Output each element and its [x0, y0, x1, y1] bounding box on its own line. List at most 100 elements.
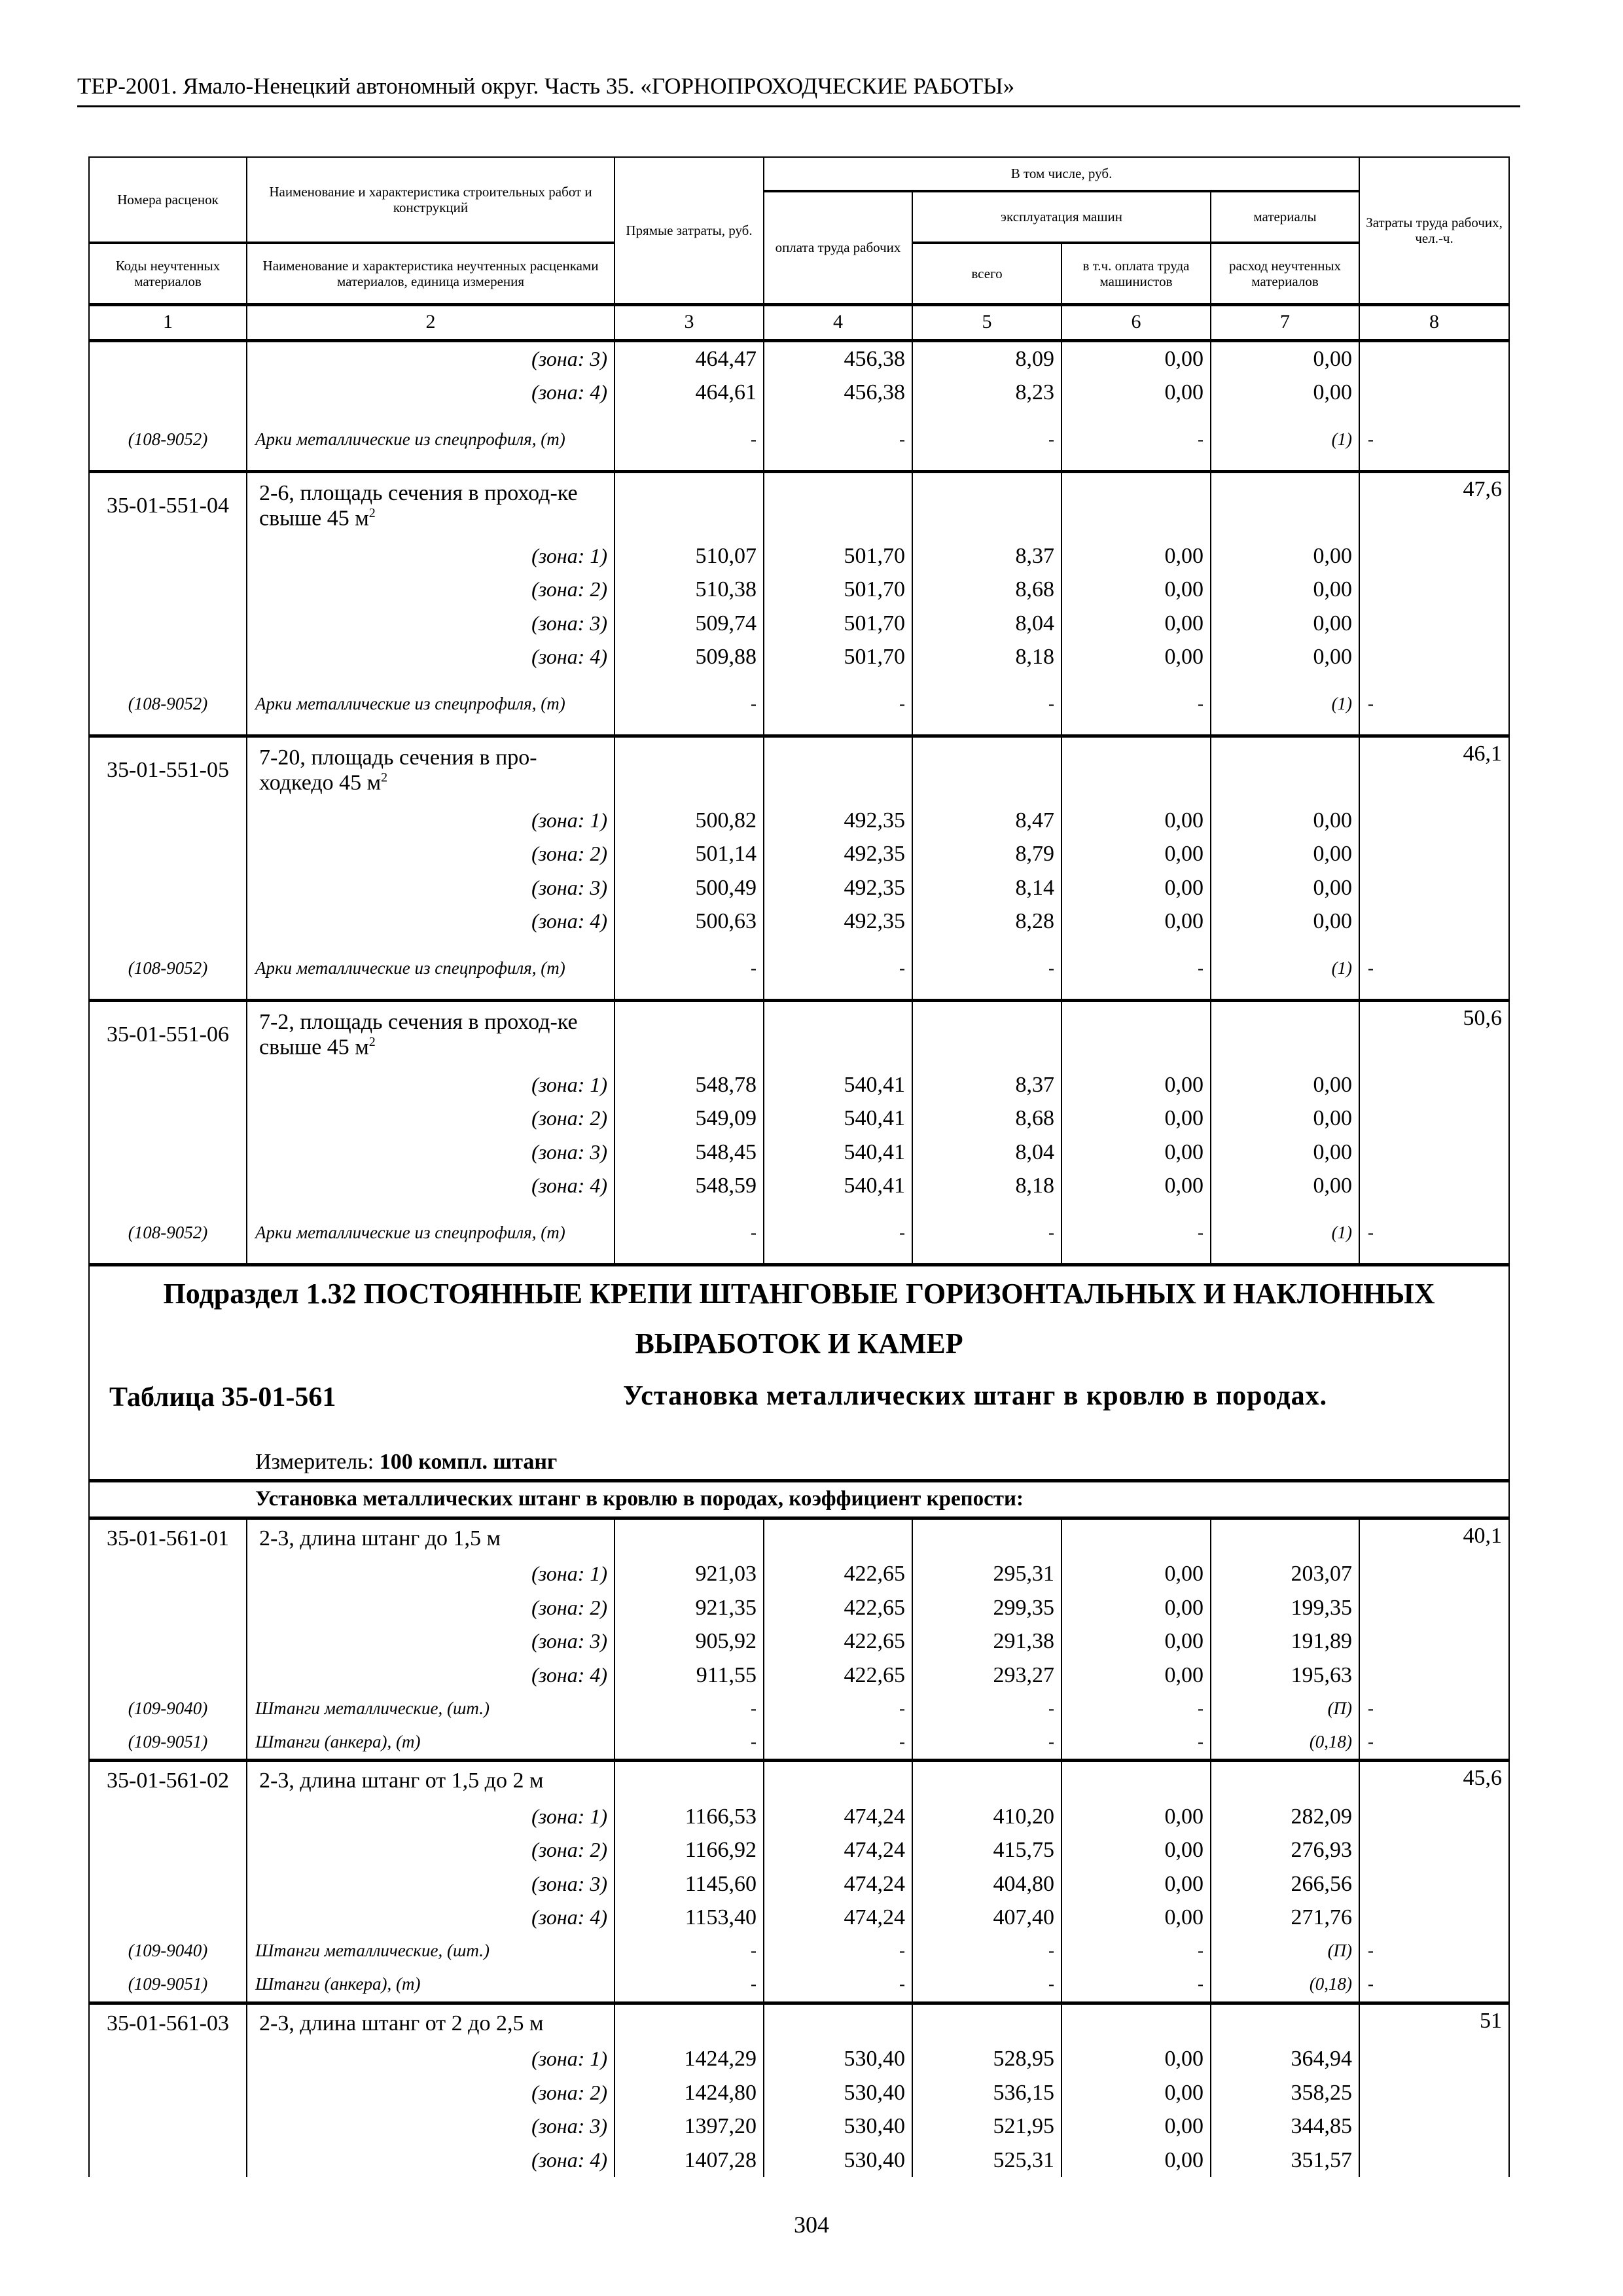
- value-cell: 0,00: [1061, 606, 1211, 640]
- value-cell: 540,41: [763, 1135, 913, 1169]
- value-cell: 0,00: [1209, 606, 1361, 640]
- empty-cell: [763, 734, 913, 804]
- material-name: Штанги (анкера), (т): [246, 1725, 615, 1761]
- empty-cell: [1061, 998, 1211, 1068]
- value-cell: 1424,29: [614, 2042, 764, 2076]
- material-value: -: [912, 938, 1062, 1000]
- value-cell: 1153,40: [614, 1901, 764, 1935]
- zone-row: (зона: 1) 548,78 540,41 8,37 0,00 0,00: [88, 1067, 1510, 1102]
- material-code: (109-9051): [88, 1725, 247, 1761]
- header-col3: Прямые затраты, руб.: [614, 156, 764, 306]
- value-cell: 8,23: [912, 376, 1062, 410]
- empty-cell: [88, 803, 247, 837]
- empty-cell: [912, 734, 1062, 804]
- empty-cell: [1209, 1759, 1361, 1800]
- empty-cell: [1359, 1135, 1510, 1169]
- zone-label: (зона: 4): [246, 1169, 615, 1203]
- header-materials: материалы: [1209, 190, 1361, 244]
- value-cell: 492,35: [763, 870, 913, 905]
- empty-cell: [88, 640, 247, 674]
- value-cell: 410,20: [912, 1799, 1062, 1833]
- material-value: (1): [1209, 938, 1361, 1000]
- value-cell: 501,14: [614, 837, 764, 871]
- value-cell: 0,00: [1209, 539, 1361, 573]
- value-cell: 0,00: [1061, 573, 1211, 607]
- material-value: -: [1061, 1692, 1211, 1725]
- value-cell: 0,00: [1061, 539, 1211, 573]
- empty-cell: [763, 2001, 913, 2042]
- value-cell: 1397,20: [614, 2109, 764, 2144]
- value-cell: 509,74: [614, 606, 764, 640]
- material-name: Штанги металлические, (шт.): [246, 1934, 615, 1968]
- material-value: -: [1061, 1934, 1211, 1968]
- empty-cell: [88, 1799, 247, 1833]
- running-header: ТЕР-2001. Ямало-Ненецкий автономный окру…: [77, 73, 1015, 99]
- value-cell: 1424,80: [614, 2075, 764, 2109]
- empty-cell: [88, 1135, 247, 1169]
- empty-cell: [1359, 2042, 1510, 2076]
- empty-cell: [1359, 606, 1510, 640]
- empty-cell: [88, 2109, 247, 2144]
- page-number: 304: [794, 2212, 829, 2238]
- value-cell: 299,35: [912, 1590, 1062, 1624]
- empty-cell: [1061, 2001, 1211, 2042]
- zone-row: (зона: 2) 1424,80 530,40 536,15 0,00 358,25: [88, 2075, 1510, 2109]
- header-col7: расход неучтенных материалов: [1209, 242, 1361, 306]
- value-cell: 530,40: [763, 2143, 913, 2177]
- material-row: (109-9051) Штанги (анкера), (т) - - - - (0,18)…: [88, 1967, 1510, 2003]
- material-value: (1): [1209, 409, 1361, 471]
- value-cell: 8,68: [912, 1102, 1062, 1136]
- subheading-text: Установка металлических штанг в кровлю в…: [88, 1479, 1510, 1518]
- column-numbers: 1 2 3 4 5 6 7 8: [88, 304, 1510, 342]
- value-cell: 0,00: [1209, 905, 1361, 939]
- empty-cell: [614, 1516, 764, 1557]
- empty-cell: [88, 1867, 247, 1901]
- rate-code: 35-01-561-02: [88, 1759, 247, 1800]
- empty-cell: [614, 1759, 764, 1800]
- header-col6: в т.ч. оплата труда машинистов: [1061, 242, 1211, 306]
- value-cell: 0,00: [1061, 2042, 1211, 2076]
- value-cell: 266,56: [1209, 1867, 1361, 1901]
- zone-row: (зона: 3) 509,74 501,70 8,04 0,00 0,00: [88, 606, 1510, 640]
- value-cell: 905,92: [614, 1624, 764, 1659]
- material-value: -: [1061, 1725, 1211, 1761]
- value-cell: 8,18: [912, 1169, 1062, 1203]
- zone-label: (зона: 1): [246, 803, 615, 837]
- zone-row: (зона: 1) 921,03 422,65 295,31 0,00 203,07: [88, 1557, 1510, 1591]
- rate-title-text: 2-3, длина штанг от 2 до 2,5 м: [259, 2011, 544, 2036]
- labor-cost: 47,6: [1359, 469, 1510, 539]
- value-cell: 0,00: [1061, 2143, 1211, 2177]
- col-number: 1: [88, 304, 247, 342]
- zone-label: (зона: 4): [246, 1658, 615, 1692]
- material-value: -: [614, 1967, 764, 2003]
- value-cell: 0,00: [1061, 2075, 1211, 2109]
- rate-title-row: 35-01-551-04 2-6, площадь сечения в прохо…: [88, 469, 1510, 539]
- empty-cell: [1359, 803, 1510, 837]
- value-cell: 364,94: [1209, 2042, 1361, 2076]
- value-cell: 203,07: [1209, 1557, 1361, 1591]
- material-value: -: [912, 673, 1062, 736]
- rate-title-text: 2-6, площадь сечения в проход-ке свыше 4…: [259, 481, 578, 531]
- material-value: -: [763, 1692, 913, 1725]
- material-value: -: [1061, 673, 1211, 736]
- value-cell: 422,65: [763, 1624, 913, 1659]
- empty-cell: [1359, 870, 1510, 905]
- material-value: -: [1061, 1967, 1211, 2003]
- rate-title: 2-3, длина штанг до 1,5 м: [246, 1516, 615, 1557]
- rate-title-row: 35-01-551-06 7-2, площадь сечения в прохо…: [88, 998, 1510, 1068]
- zone-row: (зона: 3) 1145,60 474,24 404,80 0,00 266,56: [88, 1867, 1510, 1901]
- value-cell: 0,00: [1061, 376, 1211, 410]
- measurer: Измеритель: 100 компл. штанг: [255, 1450, 557, 1475]
- empty-cell: [1061, 734, 1211, 804]
- zone-label: (зона: 3): [246, 2109, 615, 2144]
- value-cell: 474,24: [763, 1833, 913, 1867]
- material-value: -: [763, 673, 913, 736]
- value-cell: 0,00: [1061, 1799, 1211, 1833]
- value-cell: 293,27: [912, 1658, 1062, 1692]
- value-cell: 474,24: [763, 1799, 913, 1833]
- value-cell: 0,00: [1209, 1135, 1361, 1169]
- empty-cell: [88, 1624, 247, 1659]
- material-value: -: [614, 1934, 764, 1968]
- empty-cell: [1359, 1169, 1510, 1203]
- zone-row: (зона: 4) 1407,28 530,40 525,31 0,00 351,57: [88, 2143, 1510, 2177]
